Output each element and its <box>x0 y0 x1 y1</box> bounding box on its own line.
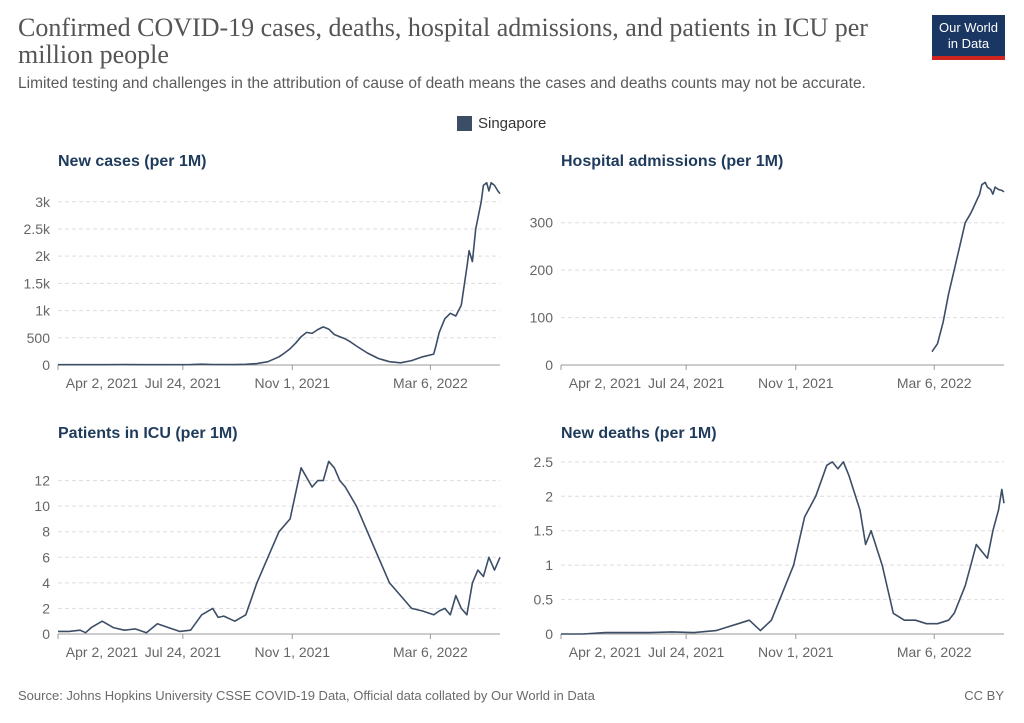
y-tick-label: 0 <box>42 357 50 373</box>
y-tick-label: 0 <box>545 626 553 642</box>
x-tick-label: Apr 2, 2021 <box>569 375 642 391</box>
y-tick-label: 1k <box>35 303 51 319</box>
y-tick-label: 3k <box>35 194 51 210</box>
y-tick-label: 2.5k <box>24 221 51 237</box>
legend-label: Singapore <box>478 115 547 132</box>
panel-title: New cases (per 1M) <box>58 153 207 170</box>
y-tick-label: 4 <box>42 575 50 591</box>
legend[interactable]: Singapore <box>457 115 546 132</box>
y-tick-label: 1.5 <box>534 523 554 539</box>
x-tick-label: Nov 1, 2021 <box>758 375 834 391</box>
y-tick-label: 1 <box>545 557 553 573</box>
panel-title: New deaths (per 1M) <box>561 425 717 442</box>
y-tick-label: 1.5k <box>24 275 51 291</box>
series-line-singapore <box>58 181 501 366</box>
x-tick-label: Nov 1, 2021 <box>255 375 331 391</box>
x-tick-label: Apr 2, 2021 <box>66 644 139 660</box>
panel-4: New deaths (per 1M) 0 0.5 1 1.5 2 2.5 Apr 2, 20… <box>534 425 1005 660</box>
x-tick-label: Jul 24, 2021 <box>648 375 724 391</box>
y-tick-label: 8 <box>42 524 50 540</box>
y-tick-label: 2.5 <box>534 454 554 470</box>
y-tick-label: 12 <box>34 473 50 489</box>
x-tick-label: Mar 6, 2022 <box>897 375 972 391</box>
panel-1: New cases (per 1M) 0 500 1k 1.5k 2k 2.5k 3k Apr … <box>24 153 501 391</box>
y-tick-label: 0 <box>545 357 553 373</box>
series-line-singapore <box>931 181 1005 353</box>
x-tick-label: Mar 6, 2022 <box>393 375 468 391</box>
y-tick-label: 300 <box>530 215 554 231</box>
logo-line-2: in Data <box>947 36 990 51</box>
panel-title: Patients in ICU (per 1M) <box>58 425 238 442</box>
legend-swatch <box>457 116 472 131</box>
x-tick-label: Apr 2, 2021 <box>66 375 139 391</box>
x-tick-label: Mar 6, 2022 <box>393 644 468 660</box>
y-tick-label: 100 <box>530 310 554 326</box>
chart-title: Confirmed COVID-19 cases, deaths, hospit… <box>18 13 868 69</box>
x-tick-label: Nov 1, 2021 <box>255 644 331 660</box>
license-label[interactable]: CC BY <box>964 688 1004 703</box>
x-tick-label: Apr 2, 2021 <box>569 644 642 660</box>
source-note[interactable]: Source: Johns Hopkins University CSSE CO… <box>18 688 595 703</box>
x-tick-label: Nov 1, 2021 <box>758 644 834 660</box>
x-tick-label: Mar 6, 2022 <box>897 644 972 660</box>
chart-subtitle: Limited testing and challenges in the at… <box>18 75 866 92</box>
y-tick-label: 2k <box>35 248 51 264</box>
y-tick-label: 10 <box>34 498 50 514</box>
panel-3: Patients in ICU (per 1M) 0 2 4 6 8 10 12 Apr 2, … <box>34 425 501 660</box>
y-tick-label: 2 <box>42 600 50 616</box>
y-tick-label: 200 <box>530 262 554 278</box>
owid-logo[interactable]: Our World in Data <box>932 15 1005 60</box>
x-tick-label: Jul 24, 2021 <box>145 375 221 391</box>
series-line-singapore <box>561 461 1005 635</box>
panel-2: Hospital admissions (per 1M) 0 100 200 300 Ap… <box>530 153 1005 391</box>
y-tick-label: 6 <box>42 549 50 565</box>
x-tick-label: Jul 24, 2021 <box>145 644 221 660</box>
series-line-singapore <box>58 460 501 634</box>
y-tick-label: 500 <box>27 330 51 346</box>
panel-title: Hospital admissions (per 1M) <box>561 153 783 170</box>
y-tick-label: 0.5 <box>534 592 554 608</box>
y-tick-label: 2 <box>545 488 553 504</box>
y-tick-label: 0 <box>42 626 50 642</box>
logo-line-1: Our World <box>939 20 998 35</box>
x-tick-label: Jul 24, 2021 <box>648 644 724 660</box>
